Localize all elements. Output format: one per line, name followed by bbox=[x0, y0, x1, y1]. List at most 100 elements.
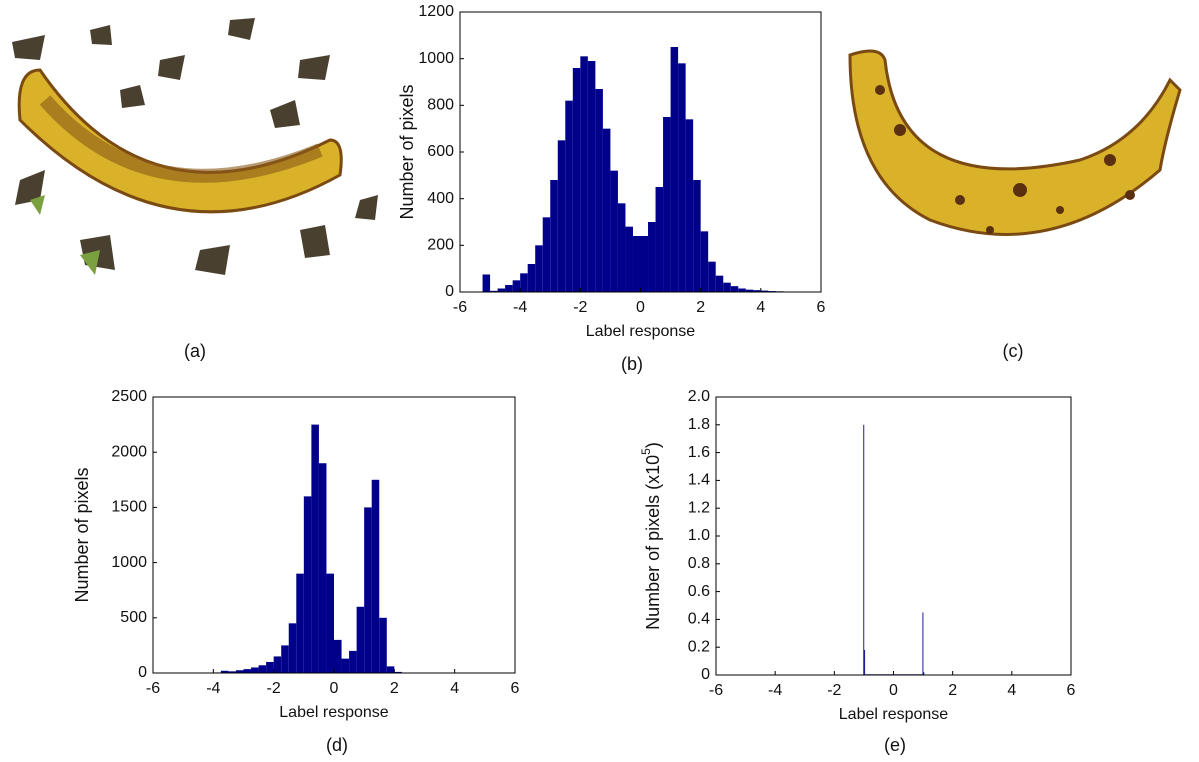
bar bbox=[864, 649, 866, 675]
bar bbox=[708, 261, 716, 292]
y-tick-label: 500 bbox=[120, 609, 147, 626]
y-axis-label-text: Number of pixels bbox=[397, 84, 417, 219]
x-tick-label: -4 bbox=[513, 299, 527, 316]
y-axis-label-suffix: ) bbox=[643, 442, 663, 448]
caption: (d) bbox=[326, 735, 348, 755]
bar bbox=[341, 658, 350, 673]
x-tick-label: 6 bbox=[511, 680, 520, 697]
bar bbox=[617, 203, 626, 292]
bar bbox=[550, 180, 558, 292]
bar bbox=[655, 187, 664, 292]
plot-frame bbox=[715, 396, 1072, 676]
y-tick-label: 1000 bbox=[418, 50, 454, 67]
bar bbox=[527, 264, 536, 292]
bar bbox=[602, 128, 611, 292]
bar bbox=[610, 170, 618, 292]
x-tick-label: -6 bbox=[709, 682, 723, 699]
image-c bbox=[848, 49, 1182, 236]
bar bbox=[595, 89, 603, 292]
bar bbox=[923, 672, 925, 675]
bar bbox=[863, 424, 865, 675]
bar bbox=[273, 656, 282, 673]
bar bbox=[482, 274, 491, 292]
bar bbox=[700, 231, 709, 292]
y-axis-label: Number of pixels (x105) bbox=[639, 442, 663, 630]
x-tick-label: 0 bbox=[636, 299, 645, 316]
y-tick-label: 0 bbox=[445, 283, 454, 300]
bar bbox=[520, 273, 528, 292]
x-tick-label: 2 bbox=[696, 299, 705, 316]
bar bbox=[490, 290, 498, 292]
y-tick-label: 2000 bbox=[111, 443, 147, 460]
bar bbox=[364, 507, 372, 673]
y-axis-label-text: Number of pixels (x10 bbox=[643, 455, 663, 630]
caption: (c) bbox=[1003, 341, 1024, 361]
bar bbox=[356, 606, 365, 673]
y-tick-label: 1500 bbox=[111, 499, 147, 516]
bar bbox=[745, 289, 754, 292]
image-a bbox=[12, 18, 378, 275]
y-tick-label: 1200 bbox=[418, 3, 454, 20]
y-tick-label: 200 bbox=[427, 237, 454, 254]
bar bbox=[632, 236, 641, 292]
caption: (e) bbox=[884, 735, 906, 755]
y-tick-label: 0.4 bbox=[688, 611, 710, 628]
bar bbox=[663, 117, 671, 292]
x-tick-label: 0 bbox=[330, 680, 339, 697]
bar bbox=[349, 650, 357, 673]
bar bbox=[251, 667, 259, 673]
bar bbox=[693, 180, 701, 292]
bar bbox=[670, 47, 679, 292]
bar bbox=[394, 671, 402, 673]
x-tick-label: 4 bbox=[1007, 682, 1016, 699]
y-tick-label: 400 bbox=[427, 190, 454, 207]
x-axis-label: Label response bbox=[279, 704, 389, 721]
x-tick-label: 2 bbox=[390, 680, 399, 697]
y-tick-label: 0.6 bbox=[688, 583, 710, 600]
y-tick-label: 1.2 bbox=[688, 499, 710, 516]
bar bbox=[220, 670, 229, 673]
bar bbox=[326, 573, 334, 673]
bar bbox=[512, 280, 521, 292]
bar bbox=[303, 496, 312, 673]
bar bbox=[505, 285, 513, 292]
x-tick-label: 4 bbox=[756, 299, 765, 316]
bar bbox=[738, 288, 746, 292]
y-axis-label-text: Number of pixels bbox=[72, 467, 92, 602]
bar bbox=[557, 140, 566, 292]
bar bbox=[753, 290, 761, 292]
bar bbox=[715, 275, 724, 292]
y-axis-label-exponent: 5 bbox=[639, 448, 653, 455]
bar bbox=[587, 61, 596, 292]
y-tick-label: 0 bbox=[701, 666, 710, 683]
y-tick-label: 1.8 bbox=[688, 416, 710, 433]
x-tick-label: 6 bbox=[817, 299, 826, 316]
y-axis-label: Number of pixels bbox=[397, 84, 417, 219]
bar bbox=[565, 100, 573, 293]
bar bbox=[625, 226, 633, 292]
x-axis-label: Label response bbox=[586, 323, 696, 340]
bar bbox=[678, 63, 686, 293]
y-tick-label: 2.0 bbox=[688, 388, 710, 405]
x-tick-label: 2 bbox=[948, 682, 957, 699]
bar bbox=[243, 669, 252, 673]
bar bbox=[386, 666, 395, 673]
x-axis-label: Label response bbox=[839, 706, 949, 723]
y-tick-label: 600 bbox=[427, 143, 454, 160]
bar bbox=[334, 639, 342, 673]
y-tick-label: 1000 bbox=[111, 554, 147, 571]
bar bbox=[296, 573, 304, 673]
y-tick-label: 2500 bbox=[111, 388, 147, 405]
bar bbox=[266, 661, 274, 673]
bar bbox=[730, 286, 739, 292]
bar bbox=[640, 236, 649, 292]
bar bbox=[723, 282, 731, 292]
x-tick-label: -6 bbox=[453, 299, 467, 316]
caption: (b) bbox=[621, 354, 643, 374]
x-tick-label: -4 bbox=[206, 680, 220, 697]
y-tick-label: 800 bbox=[427, 97, 454, 114]
y-tick-label: 0.8 bbox=[688, 555, 710, 572]
y-tick-label: 1.0 bbox=[688, 527, 710, 544]
x-tick-label: 6 bbox=[1067, 682, 1076, 699]
x-tick-label: -2 bbox=[827, 682, 841, 699]
